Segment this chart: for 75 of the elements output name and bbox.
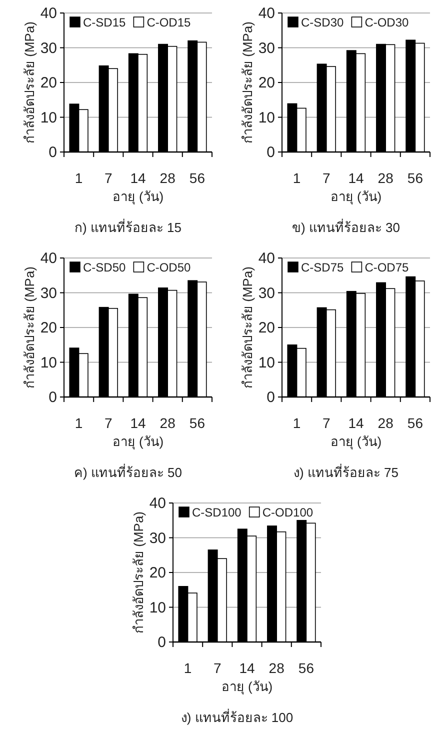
text: ง) แทนที่ร้อยละ 75 [293,464,399,480]
x-tick-label: 1 [184,660,192,676]
text: ก) แทนที่ร้อยละ 15 [74,219,182,235]
y-tick-label: 40 [40,5,57,22]
y-tick-label: 40 [40,250,57,267]
y-tick-label: 40 [258,250,275,267]
y-tick-label: 10 [149,599,166,616]
x-tick-label: 7 [104,170,112,186]
y-tick-label: 10 [40,354,57,372]
x-tick-label: 56 [189,415,206,431]
y-axis-title: กำลังอัดประลัย (MPa) [240,266,255,388]
y-tick-label: 20 [40,320,57,336]
x-tick-label: 28 [160,170,176,186]
x-tick-label: 14 [130,415,146,431]
legend-label: C-SD75 [301,260,344,274]
x-tick-label: 14 [348,170,364,186]
legend-label: C-OD15 [146,16,192,30]
x-tick-label: 28 [378,170,394,186]
x-tick-label: 1 [74,170,83,186]
x-tick-label: 14 [239,660,255,676]
x-tick-label: 7 [214,660,222,676]
y-tick-label: 30 [40,40,57,57]
text: ค) แทนที่ร้อยละ 50 [74,464,182,480]
text: ข) แทนที่ร้อยละ 30 [292,219,400,235]
y-axis-title: กำลังอัดประลัย (MPa) [22,22,37,144]
y-tick-label: 10 [40,109,57,126]
x-tick-label: 56 [189,170,206,186]
x-tick-label: 28 [268,660,285,676]
legend-label: C-SD100 [192,506,242,520]
y-tick-label: 0 [266,144,275,161]
y-tick-label: 0 [48,389,57,406]
y-tick-label: 0 [48,144,57,161]
x-tick-label: 56 [407,415,424,431]
legend-label: C-OD50 [146,260,192,274]
x-tick-label: 14 [348,415,364,431]
y-axis-title: กำลังอัดประลัย (MPa) [240,22,255,144]
y-tick-label: 40 [149,495,166,512]
x-tick-label: 28 [160,415,176,431]
legend-label: C-OD100 [262,506,314,520]
y-tick-label: 0 [266,389,275,406]
legend-label: C-SD50 [83,260,126,274]
y-axis-title: กำลังอัดประลัย (MPa) [22,266,37,388]
y-tick-label: 30 [258,40,275,57]
legend-label: C-OD75 [364,260,410,274]
legend-label: C-SD15 [83,16,126,30]
y-tick-label: 20 [40,74,57,92]
x-tick-label: 1 [292,415,301,431]
y-tick-label: 0 [158,634,166,651]
x-axis-title: อายุ (วัน) [330,189,382,205]
y-tick-label: 20 [149,564,166,582]
x-tick-label: 28 [378,415,394,431]
x-tick-label: 14 [130,170,146,186]
x-tick-label: 7 [322,415,330,431]
x-axis-title: อายุ (วัน) [330,434,382,450]
x-tick-label: 56 [298,660,314,676]
y-tick-label: 20 [258,320,275,336]
legend-label: C-OD30 [364,16,410,30]
x-tick-label: 1 [74,415,83,431]
y-tick-label: 20 [258,74,275,92]
legend-label: C-SD30 [301,16,344,30]
y-tick-label: 40 [258,5,275,22]
x-tick-label: 7 [104,415,112,431]
y-tick-label: 30 [149,530,166,547]
x-tick-label: 7 [322,170,330,186]
x-axis-title: อายุ (วัน) [221,679,273,695]
x-tick-label: 56 [407,170,424,186]
y-axis-title: กำลังอัดประลัย (MPa) [131,512,146,634]
x-axis-title: อายุ (วัน) [112,189,164,205]
x-tick-label: 1 [292,170,301,186]
y-tick-label: 30 [258,284,275,302]
y-tick-label: 30 [40,284,57,302]
y-tick-label: 10 [258,109,275,126]
text: ง) แทนที่ร้อยละ 100 [180,709,294,725]
y-tick-label: 10 [258,354,275,372]
x-axis-title: อายุ (วัน) [112,434,164,450]
